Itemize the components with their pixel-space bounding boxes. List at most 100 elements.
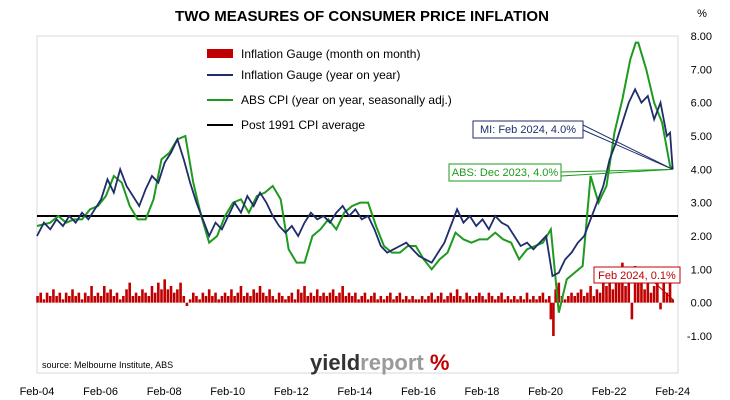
mom-bar bbox=[157, 282, 160, 303]
mom-bar bbox=[96, 292, 100, 303]
mom-bar bbox=[627, 272, 631, 303]
mom-bar bbox=[284, 299, 287, 303]
annotation-mi: MI: Feb 2024, 4.0% bbox=[472, 120, 584, 139]
mom-bar bbox=[595, 289, 599, 303]
mom-bar bbox=[77, 292, 81, 303]
x-tick-label: Feb-18 bbox=[465, 386, 500, 398]
mom-bar bbox=[214, 292, 217, 303]
mom-bar bbox=[382, 299, 386, 303]
mom-bar bbox=[36, 296, 39, 303]
mom-bar bbox=[570, 292, 573, 303]
mom-bar bbox=[179, 282, 182, 303]
mom-bar bbox=[554, 289, 557, 303]
annotation-mi-box bbox=[472, 120, 584, 139]
mom-bar bbox=[589, 286, 592, 303]
mom-bar bbox=[446, 296, 449, 303]
mom-bar bbox=[354, 292, 357, 303]
mom-bar bbox=[68, 296, 71, 303]
mom-bar bbox=[363, 292, 367, 303]
mom-bar bbox=[624, 286, 627, 303]
mom-bar bbox=[659, 302, 662, 310]
mom-bar bbox=[74, 296, 77, 303]
y-tick-label: 3.00 bbox=[691, 198, 712, 210]
mom-bar bbox=[335, 296, 338, 303]
x-tick-label: Feb-14 bbox=[337, 386, 372, 398]
x-tick-label: Feb-12 bbox=[274, 386, 309, 398]
mom-bar bbox=[280, 296, 284, 303]
annotation-abs-text: ABS: Dec 2023, 4.0% bbox=[452, 167, 559, 179]
annotation-abs: ABS: Dec 2023, 4.0% bbox=[448, 163, 562, 182]
mom-bar bbox=[414, 299, 418, 303]
mom-bar bbox=[640, 276, 643, 303]
mom-bar bbox=[516, 299, 519, 303]
mom-bar bbox=[277, 292, 281, 303]
mom-bar bbox=[567, 296, 570, 303]
mom-bar bbox=[385, 296, 389, 303]
mom-bar bbox=[557, 282, 561, 303]
mom-bar bbox=[668, 269, 672, 303]
mom-bar bbox=[544, 299, 548, 303]
mom-bar bbox=[420, 296, 424, 303]
mom-bar bbox=[271, 296, 275, 303]
annotation-leader-line bbox=[560, 168, 673, 177]
plot-frame bbox=[36, 35, 679, 374]
mom-bar bbox=[274, 299, 278, 303]
mom-bar bbox=[249, 296, 252, 303]
x-tick-label: Feb-06 bbox=[83, 386, 118, 398]
mom-bar bbox=[579, 289, 583, 303]
mom-bar bbox=[39, 292, 43, 303]
mom-bar bbox=[176, 289, 179, 303]
mom-bar bbox=[290, 292, 294, 303]
mom-bar bbox=[306, 296, 310, 303]
legend-label-avg: Post 1991 CPI average bbox=[241, 118, 365, 132]
annotation-mom: Feb 2024, 0.1% bbox=[593, 266, 681, 284]
x-tick-label: Feb-10 bbox=[210, 386, 245, 398]
mom-bar bbox=[338, 292, 341, 303]
yieldreport-logo: yieldreport % bbox=[310, 350, 449, 375]
mom-bar bbox=[547, 296, 551, 303]
legend-swatch-mom bbox=[207, 49, 233, 58]
annotation-leader-line bbox=[654, 282, 674, 300]
mom-bar bbox=[325, 296, 329, 303]
x-tick-label: Feb-16 bbox=[401, 386, 436, 398]
x-tick-label: Feb-22 bbox=[592, 386, 627, 398]
mom-bar bbox=[137, 296, 141, 303]
mom-bar bbox=[160, 289, 163, 303]
mom-bar bbox=[71, 289, 74, 303]
y-tick-label: -1.00 bbox=[687, 331, 712, 343]
mom-bar bbox=[389, 292, 392, 303]
y-tick-label: 1.00 bbox=[691, 264, 712, 276]
mom-bar bbox=[656, 279, 659, 303]
annotation-abs-box bbox=[448, 163, 562, 182]
mom-bar bbox=[649, 292, 653, 303]
y-tick-label: 5.00 bbox=[691, 131, 712, 143]
annotation-leader-line bbox=[582, 129, 673, 170]
mom-bar bbox=[211, 296, 214, 303]
abs-cpi-line bbox=[36, 41, 674, 313]
mom-bar bbox=[45, 292, 49, 303]
inflation-gauge-yoy-line bbox=[36, 87, 674, 278]
mom-bar bbox=[246, 292, 249, 303]
mom-bar bbox=[204, 296, 208, 303]
mom-bar bbox=[233, 296, 236, 303]
mom-bar bbox=[52, 289, 55, 303]
mom-bar bbox=[500, 292, 503, 303]
mom-bar bbox=[563, 299, 567, 303]
mom-bar bbox=[357, 299, 360, 303]
y-tick-label: 4.00 bbox=[691, 164, 712, 176]
mom-bar bbox=[614, 269, 618, 303]
mom-bar bbox=[408, 299, 411, 303]
mom-bar bbox=[236, 292, 240, 303]
annotation-mi-text: MI: Feb 2024, 4.0% bbox=[480, 124, 576, 136]
mom-bar bbox=[169, 286, 173, 303]
chart-title: TWO MEASURES OF CONSUMER PRICE INFLATION bbox=[175, 8, 549, 25]
mom-bar bbox=[528, 299, 532, 303]
mom-bar bbox=[665, 292, 669, 303]
mom-bar bbox=[497, 296, 500, 303]
mom-bar bbox=[490, 296, 494, 303]
mom-bar bbox=[376, 299, 379, 303]
mom-bar bbox=[195, 296, 198, 303]
mom-bar bbox=[48, 296, 52, 303]
mom-bar bbox=[443, 299, 446, 303]
mom-bar bbox=[309, 292, 313, 303]
